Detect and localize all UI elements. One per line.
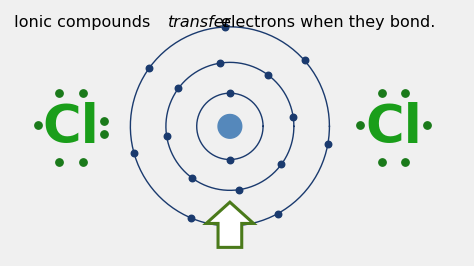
Point	[187, 216, 195, 220]
Point	[423, 123, 430, 127]
Point	[174, 86, 182, 90]
Text: electrons when they bond.: electrons when they bond.	[216, 15, 435, 30]
Point	[217, 61, 224, 65]
Point	[401, 160, 409, 164]
Text: Ionic compounds: Ionic compounds	[14, 15, 155, 30]
Point	[100, 132, 108, 136]
Point	[145, 66, 153, 70]
Point	[55, 160, 63, 164]
Polygon shape	[218, 114, 242, 138]
Polygon shape	[206, 202, 254, 247]
Point	[163, 134, 171, 138]
Point	[264, 73, 272, 77]
Text: Cl: Cl	[43, 102, 100, 154]
Point	[226, 157, 234, 162]
Text: Cl: Cl	[365, 102, 422, 154]
Point	[130, 151, 138, 155]
Point	[55, 91, 63, 95]
Point	[301, 58, 308, 63]
Point	[100, 119, 108, 123]
Point	[221, 25, 229, 29]
Point	[226, 91, 234, 95]
Point	[188, 176, 196, 180]
Point	[34, 123, 42, 127]
Text: transfer: transfer	[168, 15, 231, 30]
Point	[378, 91, 385, 95]
Point	[324, 142, 332, 146]
Point	[273, 212, 281, 216]
Point	[236, 188, 243, 192]
Point	[278, 162, 285, 167]
Point	[378, 160, 385, 164]
Point	[79, 91, 87, 95]
Point	[401, 91, 409, 95]
Point	[289, 115, 297, 119]
Point	[79, 160, 87, 164]
Point	[356, 123, 364, 127]
